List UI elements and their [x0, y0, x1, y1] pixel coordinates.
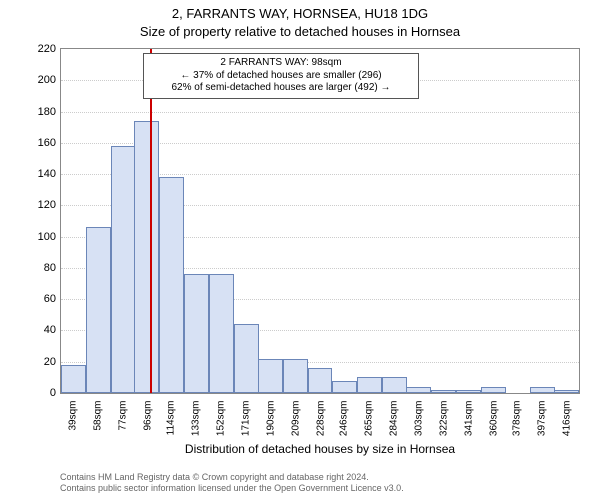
histogram-bar: [258, 359, 283, 393]
y-tick-label: 120: [16, 199, 56, 211]
histogram-bar: [481, 387, 506, 393]
histogram-bar: [159, 177, 184, 393]
annotation-line2: ← 37% of detached houses are smaller (29…: [150, 70, 412, 83]
histogram-bar: [234, 324, 259, 393]
histogram-bar: [184, 274, 209, 393]
histogram-bar: [406, 387, 431, 393]
y-tick-label: 60: [16, 293, 56, 305]
property-marker-line: [150, 49, 152, 393]
histogram-bar: [431, 390, 456, 393]
y-tick-label: 160: [16, 137, 56, 149]
histogram-bar: [283, 359, 308, 393]
histogram-bar: [530, 387, 555, 393]
y-tick-label: 0: [16, 387, 56, 399]
y-tick-label: 180: [16, 106, 56, 118]
footnote-line2: Contains public sector information licen…: [60, 483, 404, 493]
footnote-line1: Contains HM Land Registry data © Crown c…: [60, 472, 369, 482]
histogram-bar: [357, 377, 382, 393]
plot-area: 2 FARRANTS WAY: 98sqm← 37% of detached h…: [60, 48, 580, 394]
histogram-bar: [382, 377, 407, 393]
histogram-bar: [308, 368, 333, 393]
y-tick-label: 20: [16, 356, 56, 368]
histogram-bar: [86, 227, 111, 393]
annotation-line1: 2 FARRANTS WAY: 98sqm: [150, 57, 412, 70]
title-address: 2, FARRANTS WAY, HORNSEA, HU18 1DG: [0, 6, 600, 21]
footnote: Contains HM Land Registry data © Crown c…: [60, 472, 580, 494]
histogram-bar: [332, 381, 357, 394]
y-tick-label: 200: [16, 74, 56, 86]
y-tick-label: 220: [16, 43, 56, 55]
histogram-bar: [134, 121, 159, 393]
histogram-bar: [209, 274, 234, 393]
y-tick-label: 80: [16, 262, 56, 274]
y-tick-label: 140: [16, 168, 56, 180]
histogram-bar: [111, 146, 136, 393]
annotation-line3: 62% of semi-detached houses are larger (…: [150, 82, 412, 95]
y-tick-label: 40: [16, 324, 56, 336]
histogram-bar: [61, 365, 86, 393]
annotation-box: 2 FARRANTS WAY: 98sqm← 37% of detached h…: [143, 53, 419, 99]
gridline: [61, 112, 579, 113]
histogram-bar: [554, 390, 579, 393]
histogram-bar: [456, 390, 481, 393]
title-subtitle: Size of property relative to detached ho…: [0, 24, 600, 39]
x-axis-title: Distribution of detached houses by size …: [60, 442, 580, 456]
chart-container: 2, FARRANTS WAY, HORNSEA, HU18 1DG Size …: [0, 0, 600, 500]
y-tick-label: 100: [16, 231, 56, 243]
